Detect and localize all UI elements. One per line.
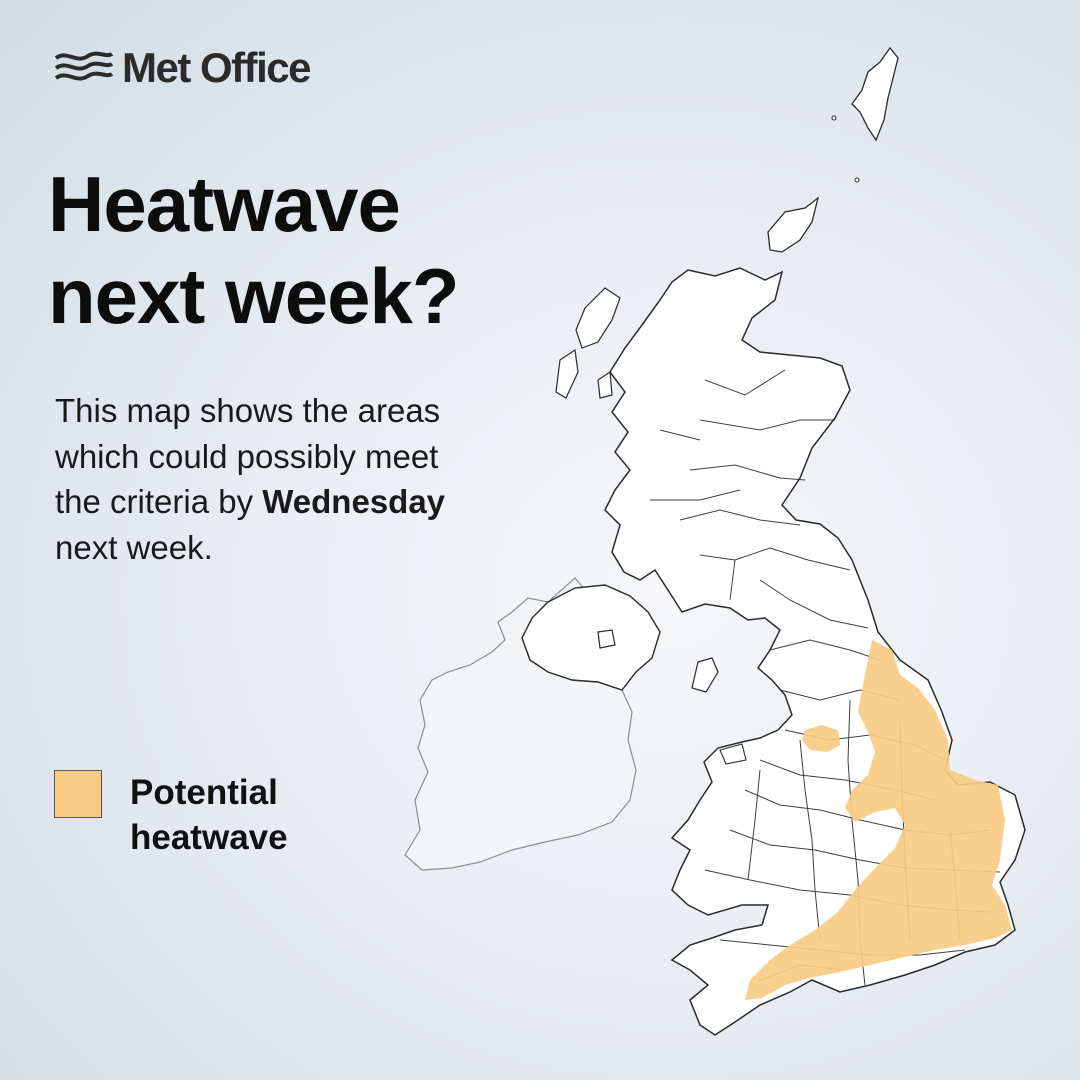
legend-swatch-heatwave	[54, 770, 102, 818]
shetland-islands	[851, 46, 899, 142]
description-text-end: next week.	[55, 528, 213, 566]
page-title: Heatwave next week?	[48, 158, 568, 342]
legend-label-line-2: heatwave	[130, 818, 288, 857]
legend-label-heatwave: Potential heatwave	[130, 770, 288, 860]
heatwave-area-east-england	[745, 640, 1012, 1000]
description-text: This map shows the areas which could pos…	[55, 392, 441, 520]
northern-ireland	[521, 584, 661, 691]
legend-label-line-1: Potential	[130, 773, 278, 812]
description-emphasis: Wednesday	[262, 483, 446, 520]
heatwave-area-greater-manchester	[802, 725, 840, 752]
map-legend: Potential heatwave	[54, 770, 288, 860]
map-description: This map shows the areas which could pos…	[55, 388, 475, 570]
met-office-logo[interactable]: Met Office	[54, 44, 312, 92]
brand-name: Met Office	[122, 44, 312, 91]
orkney-islands	[767, 196, 820, 253]
heatwave-area	[745, 640, 1012, 1000]
met-office-waves-logo	[54, 51, 114, 81]
title-line-2: next week?	[48, 252, 460, 340]
title-line-1: Heatwave	[48, 160, 401, 248]
